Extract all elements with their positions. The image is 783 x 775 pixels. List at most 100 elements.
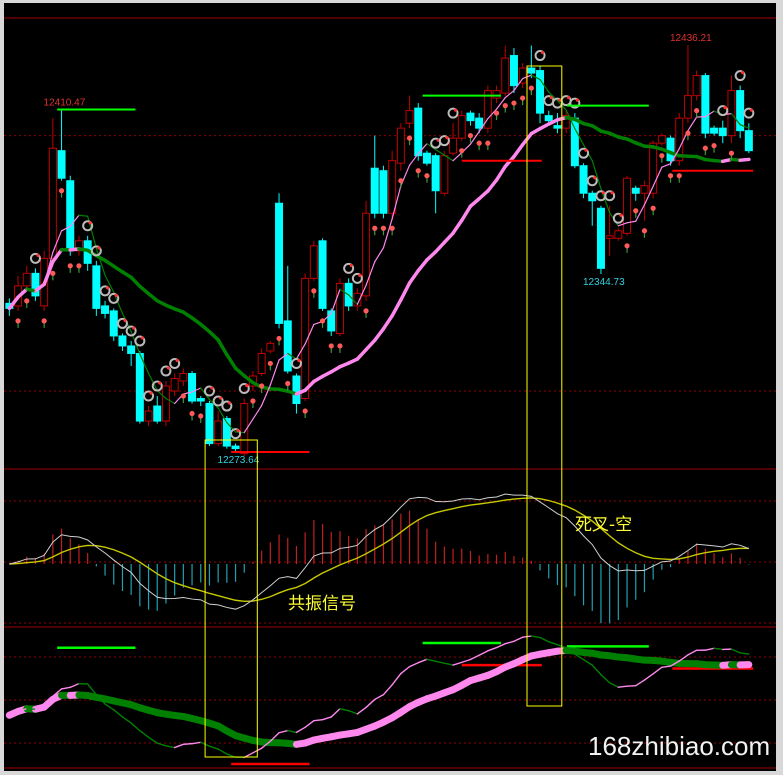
flower-icon	[15, 318, 21, 324]
short-ma-line	[408, 662, 419, 668]
highlight-box	[526, 65, 563, 707]
long-ma-line	[303, 379, 316, 393]
short-ma-line	[635, 204, 646, 222]
short-ma-line	[495, 97, 506, 110]
short-ma-line	[304, 323, 315, 345]
short-ma-line	[330, 708, 341, 718]
ring-icon	[151, 380, 163, 392]
flower-icon	[624, 243, 630, 249]
short-ma-line	[382, 218, 393, 249]
price-panel: 12410.47 12273.64 12436.21 12344.73	[5, 33, 755, 466]
candle-down	[92, 265, 101, 309]
long-ma-line	[433, 240, 447, 254]
candle-up	[362, 212, 371, 297]
ring-icon	[82, 220, 94, 232]
short-ma-line	[426, 143, 437, 151]
short-ma-line	[513, 77, 524, 92]
ring-dot-icon	[540, 50, 545, 55]
short-ma-line	[121, 716, 132, 724]
flower-icon	[58, 188, 65, 194]
short-ma-line	[130, 722, 141, 732]
short-ma-line	[339, 288, 350, 296]
candle-down	[66, 180, 75, 252]
flower-icon	[485, 140, 491, 146]
short-ma-line	[495, 642, 506, 649]
candle-down	[379, 170, 388, 214]
candle-up	[74, 240, 83, 252]
flower-icon	[667, 173, 674, 179]
flower-icon	[285, 380, 291, 387]
ring-dot-icon	[132, 326, 136, 330]
short-ma-line	[469, 131, 480, 145]
short-ma-line	[43, 695, 54, 708]
long-ma-line	[51, 247, 64, 264]
flower-icon	[676, 173, 682, 179]
candle-down	[127, 345, 136, 354]
ring-icon	[438, 135, 450, 147]
candle-down	[205, 403, 214, 445]
candle-down	[414, 107, 423, 157]
price-label: 12273.64	[218, 455, 260, 466]
candle-up	[170, 377, 179, 392]
candle-down	[536, 70, 545, 114]
candle-down	[631, 187, 640, 194]
flower-icon	[24, 298, 30, 304]
ring-dot-icon	[219, 396, 223, 400]
short-ma-line	[539, 78, 550, 93]
short-ma-line	[260, 740, 272, 749]
candle-down	[579, 165, 588, 194]
ring-icon	[134, 335, 146, 347]
ring-icon	[203, 385, 215, 397]
short-ma-line	[34, 283, 45, 292]
candle-up	[614, 230, 623, 239]
candle-down	[109, 310, 118, 337]
candle-up	[388, 160, 397, 214]
short-ma-line	[652, 166, 663, 187]
candle-down	[527, 67, 536, 74]
flower-icon	[633, 208, 639, 214]
short-ma-line	[8, 296, 19, 309]
candle-down	[509, 55, 518, 87]
flower-icon	[311, 288, 317, 294]
ring-dot-icon	[749, 108, 753, 112]
candle-up	[266, 342, 275, 352]
short-ma-line	[347, 709, 359, 715]
flower-icon	[302, 408, 308, 414]
candle-down	[466, 112, 475, 122]
long-ma-line	[364, 338, 377, 352]
short-ma-line	[182, 742, 193, 746]
candle-down	[744, 130, 753, 152]
long-ma-line	[146, 291, 159, 303]
ring-dot-icon	[593, 176, 597, 180]
flower-icon	[476, 140, 482, 146]
short-ma-line	[173, 743, 185, 749]
ring-icon	[743, 107, 755, 119]
flower-icon	[67, 263, 73, 269]
watermark: 168zhibiao.com	[588, 731, 770, 761]
long-ma-line	[216, 338, 229, 357]
flower-icon	[50, 270, 56, 276]
short-ma-line	[17, 288, 28, 298]
flower-icon	[702, 145, 708, 151]
short-ma-line	[504, 640, 515, 645]
death-cross-label: 死叉-空	[575, 515, 632, 535]
ring-dot-icon	[567, 96, 571, 100]
short-ma-line	[478, 650, 489, 656]
candle-up	[353, 292, 362, 307]
short-ma-line	[400, 665, 411, 675]
flower-icon	[372, 225, 378, 231]
ring-icon	[534, 50, 546, 62]
short-ma-line	[165, 397, 176, 405]
long-ma-line	[512, 142, 525, 159]
flower-icon	[711, 143, 717, 149]
long-ma-line	[190, 316, 203, 327]
candle-up	[692, 75, 701, 97]
short-ma-line	[261, 384, 271, 407]
long-ma-line	[373, 327, 386, 343]
long-ma-line	[477, 189, 490, 201]
ring-icon	[99, 285, 111, 297]
candle-up	[501, 57, 510, 94]
short-ma-line	[95, 247, 106, 276]
candle-down	[370, 167, 379, 214]
